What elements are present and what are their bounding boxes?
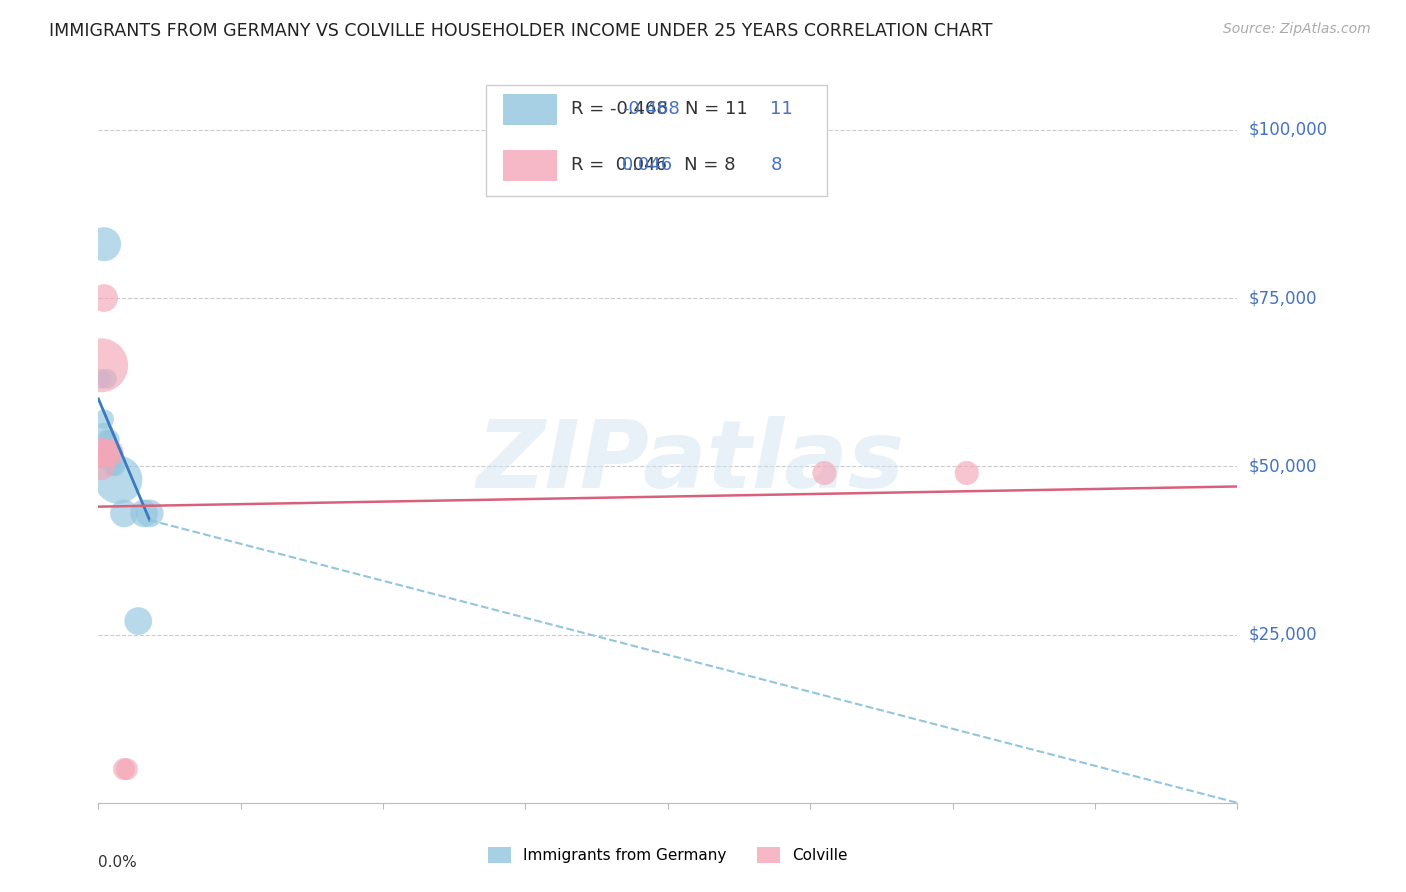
Text: 0.046: 0.046 bbox=[623, 155, 673, 174]
Point bbox=[112, 762, 135, 776]
Text: IMMIGRANTS FROM GERMANY VS COLVILLE HOUSEHOLDER INCOME UNDER 25 YEARS CORRELATIO: IMMIGRANTS FROM GERMANY VS COLVILLE HOUS… bbox=[49, 22, 993, 40]
Point bbox=[90, 372, 112, 386]
Point bbox=[96, 372, 118, 386]
Point bbox=[96, 446, 118, 460]
Text: R = -0.468   N = 11: R = -0.468 N = 11 bbox=[571, 100, 748, 118]
FancyBboxPatch shape bbox=[503, 95, 557, 126]
Point bbox=[98, 446, 121, 460]
FancyBboxPatch shape bbox=[503, 150, 557, 181]
Point bbox=[93, 425, 115, 440]
Point bbox=[98, 446, 121, 460]
Text: R =  0.046   N = 8: R = 0.046 N = 8 bbox=[571, 155, 735, 174]
Point bbox=[93, 291, 115, 305]
Point bbox=[132, 507, 155, 521]
Text: ZIPatlas: ZIPatlas bbox=[477, 417, 904, 508]
Point bbox=[96, 433, 118, 447]
Text: Source: ZipAtlas.com: Source: ZipAtlas.com bbox=[1223, 22, 1371, 37]
Text: $75,000: $75,000 bbox=[1249, 289, 1317, 307]
Point bbox=[90, 446, 112, 460]
Point bbox=[115, 762, 138, 776]
Point bbox=[90, 359, 112, 373]
Point bbox=[101, 459, 124, 474]
Point bbox=[127, 614, 149, 628]
Text: 11: 11 bbox=[770, 100, 793, 118]
Text: 8: 8 bbox=[770, 155, 782, 174]
Text: $25,000: $25,000 bbox=[1249, 625, 1317, 643]
Point bbox=[104, 459, 127, 474]
Point bbox=[90, 459, 112, 474]
FancyBboxPatch shape bbox=[485, 85, 827, 195]
Point bbox=[813, 466, 835, 480]
Text: $100,000: $100,000 bbox=[1249, 120, 1327, 139]
Point bbox=[956, 466, 979, 480]
Text: $50,000: $50,000 bbox=[1249, 458, 1317, 475]
Legend: Immigrants from Germany, Colville: Immigrants from Germany, Colville bbox=[482, 841, 853, 869]
Text: -0.468: -0.468 bbox=[623, 100, 681, 118]
Point bbox=[93, 237, 115, 252]
Point bbox=[101, 446, 124, 460]
Point bbox=[93, 412, 115, 426]
Point bbox=[107, 473, 129, 487]
Point bbox=[112, 507, 135, 521]
Point bbox=[138, 507, 160, 521]
Point bbox=[98, 433, 121, 447]
Text: 0.0%: 0.0% bbox=[98, 855, 138, 870]
